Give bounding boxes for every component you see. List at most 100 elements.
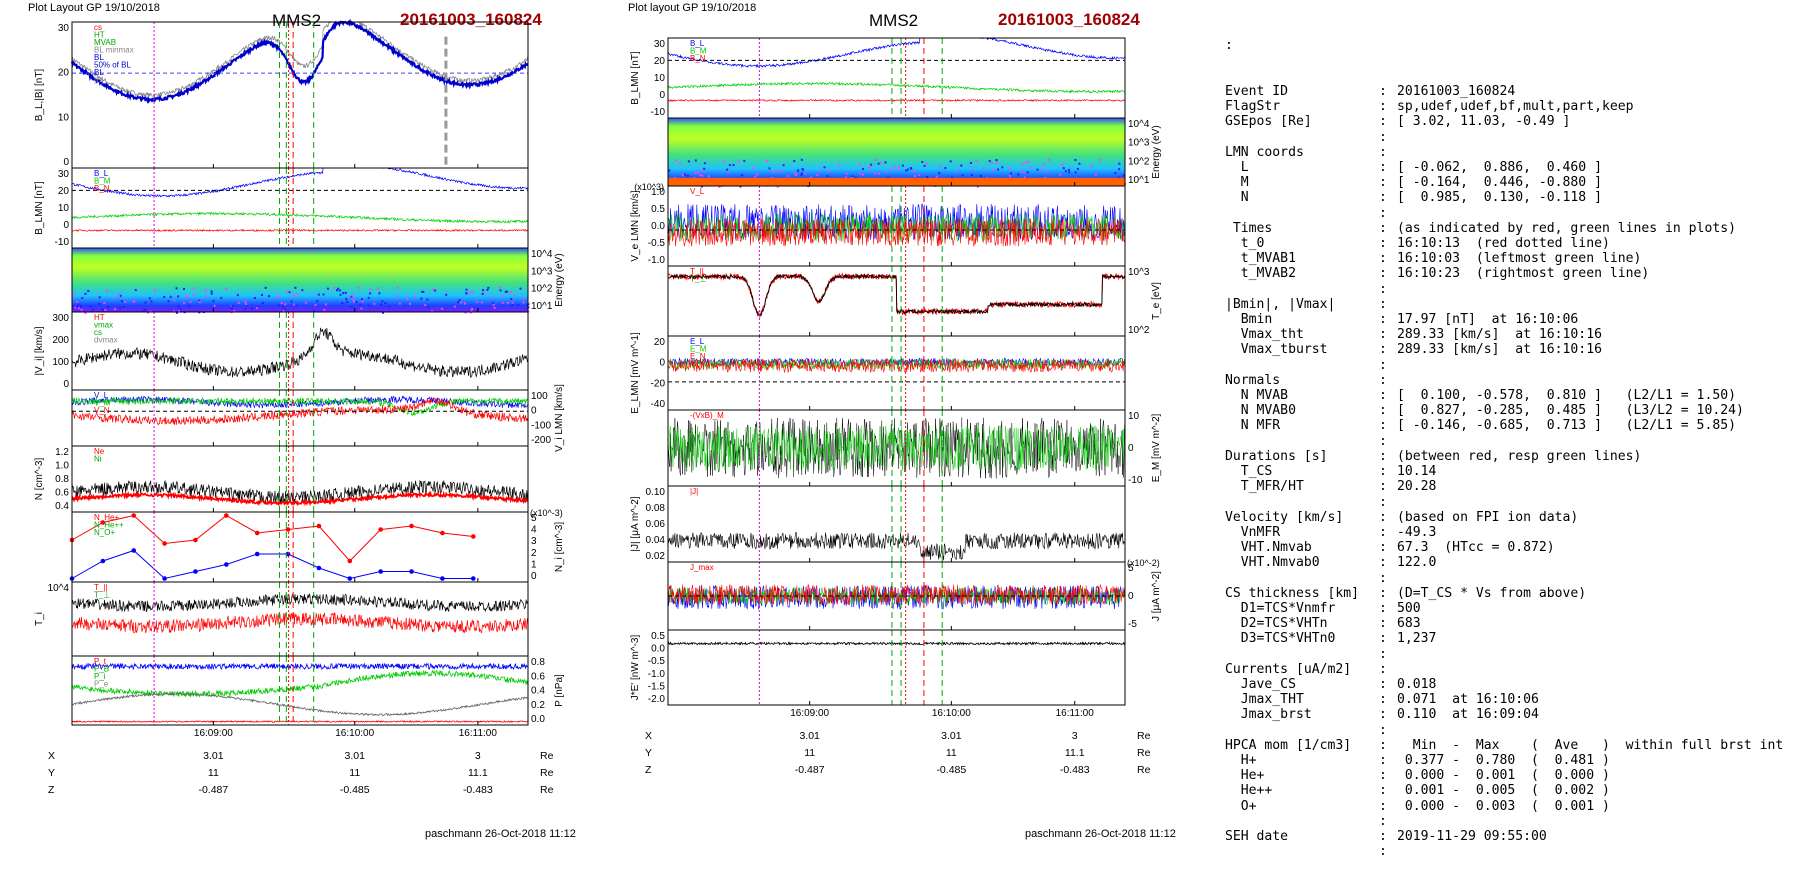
legend-entry: E_M <box>690 345 707 354</box>
spectrogram-pixel <box>456 301 459 304</box>
summary-value: 16:10:23 (rightmost green line) <box>1397 266 1650 282</box>
y-tick-label: 0.10 <box>646 487 666 498</box>
summary-colon: : <box>1379 205 1387 221</box>
spectrogram-pixel <box>1099 159 1102 162</box>
legend-entry: E_N <box>690 352 706 361</box>
panel-frame <box>71 167 529 249</box>
summary-value: Min - Max ( Ave ) within full brst int <box>1397 737 1784 753</box>
spectrogram-pixel <box>87 289 90 292</box>
spectrogram-pixel <box>359 303 362 306</box>
spectrogram-pixel <box>175 311 178 314</box>
summary-value: 20.28 <box>1397 479 1437 495</box>
figure-header: Plot Layout GP 19/10/2018 <box>28 2 160 14</box>
y-axis-label: Energy (eV) <box>1151 125 1162 178</box>
spectrogram-pixel <box>186 295 189 298</box>
spectrogram-pixel <box>486 288 489 291</box>
spectrogram-pixel <box>426 298 429 301</box>
spectrogram-pixel <box>1114 172 1117 175</box>
spectrogram-pixel <box>901 164 904 167</box>
summary-row: D2=TCS*VHTn:683 <box>1225 616 1800 631</box>
legend-entry: HT <box>94 313 105 322</box>
y-tick-label: 1.2 <box>55 447 69 458</box>
spectrogram-pixel <box>498 286 501 289</box>
summary-value: 0.018 <box>1397 676 1437 692</box>
y-tick-label: 0 <box>659 90 665 101</box>
spectrogram-pixel <box>869 166 872 169</box>
spectrogram-pixel <box>1040 169 1043 172</box>
summary-row: CS thickness [km]: (D=T_CS * Vs from abov… <box>1225 586 1800 601</box>
spectrogram-pixel <box>210 290 213 293</box>
axis-scale: (x10^-2) <box>1127 558 1160 568</box>
spectrogram-pixel <box>338 289 341 292</box>
spectrogram-pixel <box>177 305 180 308</box>
summary-key: CS thickness [km] <box>1225 585 1360 601</box>
spectrogram-pixel <box>142 309 145 312</box>
spectrogram-pixel <box>776 185 779 188</box>
spectrogram-pixel <box>264 286 267 289</box>
spectrogram-pixel <box>147 311 150 314</box>
spectrogram-pixel <box>119 294 122 297</box>
spectrogram-pixel <box>445 293 448 296</box>
summary-colon: : <box>1379 403 1387 419</box>
summary-key: Durations [s] <box>1225 448 1328 464</box>
summary-key: N MVAB0 <box>1225 403 1296 419</box>
summary-value: (D=T_CS * Vs from above) <box>1397 585 1587 601</box>
spectrogram-pixel <box>800 158 803 161</box>
y-tick-label: 0.0 <box>651 221 665 232</box>
spectrogram-pixel <box>192 287 195 290</box>
spectrogram-pixel <box>350 295 353 298</box>
spectrogram-pixel <box>509 291 512 294</box>
panel-frame <box>71 445 529 513</box>
spectrogram-pixel <box>810 176 813 179</box>
legend-entry: T_|| <box>94 583 108 592</box>
spectrogram-pixel <box>163 295 166 298</box>
spectrogram-pixel <box>465 288 468 291</box>
y-tick-label: 10^4 <box>1128 119 1150 130</box>
summary-colon: : <box>1379 296 1387 312</box>
y-axis-label: B_L,|B| [nT] <box>34 69 45 122</box>
y-tick-label: 20 <box>654 337 666 348</box>
y-tick-label: 0.4 <box>55 501 69 512</box>
summary-row: N MVAB0: [ 0.827, -0.285, 0.485 ] (L3/L2 … <box>1225 403 1800 418</box>
panel-ti: 10^4 T_i T_||T_⊥ <box>34 581 529 657</box>
spectrogram-pixel <box>756 173 759 176</box>
summary-row: : <box>1225 358 1800 373</box>
summary-row: O+: 0.000 - 0.003 ( 0.001 ) <box>1225 799 1800 814</box>
summary-key: Normals <box>1225 372 1281 388</box>
spectrogram-pixel <box>782 164 785 167</box>
y-tick-label: 1.0 <box>651 187 665 198</box>
summary-colon: : <box>1379 752 1387 768</box>
summary-row: Jmax_THT:0.071 at 16:10:06 <box>1225 692 1800 707</box>
spectrogram-pixel <box>874 172 877 175</box>
orbit-row-value: 11.1 <box>468 767 488 779</box>
y-tick-label: 0.0 <box>651 644 665 655</box>
spectrogram-pixel <box>304 301 307 304</box>
summary-colon: : <box>1379 372 1387 388</box>
spectrogram <box>668 118 1125 186</box>
series-ti-perp <box>71 612 529 634</box>
spectrogram-pixel <box>98 296 101 299</box>
time-tick-label: 16:10:00 <box>932 708 971 719</box>
spectrogram-pixel <box>694 171 697 174</box>
legend-entry: B_L <box>94 169 109 178</box>
summary-value: -49.3 <box>1397 524 1437 540</box>
legend-entry: V_L <box>690 187 705 196</box>
spectrogram-pixel <box>858 163 861 166</box>
spectrogram-pixel <box>424 304 427 307</box>
spectrogram-pixel <box>74 306 77 309</box>
spectrogram-pixel <box>780 169 783 172</box>
summary-colon: : <box>1379 175 1387 191</box>
summary-colon: : <box>1379 844 1387 860</box>
y-tick-label: 10^3 <box>531 266 553 277</box>
series-j <box>667 532 1126 561</box>
summary-value: [ -0.062, 0.886, 0.460 ] <box>1397 160 1602 176</box>
summary-value: 0.110 at 16:09:04 <box>1397 707 1539 723</box>
y-tick-label: 300 <box>52 313 69 324</box>
panel-blmn: 30 20 10 0 -10 B_LMN [nT] B_LB_MB_N <box>34 167 529 249</box>
spectrogram-pixel <box>150 300 153 303</box>
spectrogram-pixel <box>718 185 721 188</box>
summary-row: D3=TCS*VHTn0:1,237 <box>1225 631 1800 646</box>
summary-row: t_0:16:10:13 (red dotted line) <box>1225 236 1800 251</box>
